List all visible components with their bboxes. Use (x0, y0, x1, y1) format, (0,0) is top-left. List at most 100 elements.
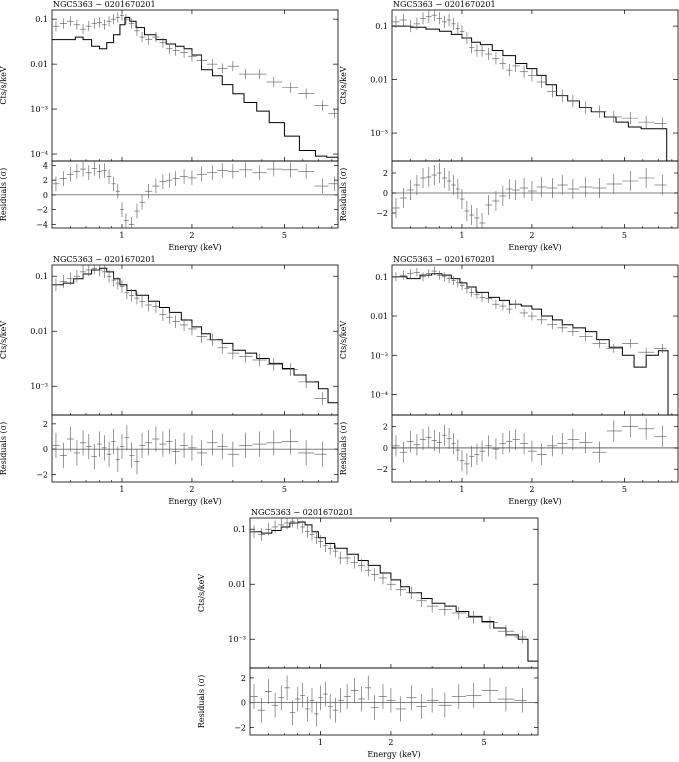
data-point (464, 31, 470, 45)
data-point (179, 47, 189, 58)
data-point (134, 291, 140, 305)
residual-point (298, 163, 315, 179)
residual-point (252, 165, 267, 181)
x-tick-label: 1 (119, 485, 124, 494)
data-point (638, 116, 655, 129)
data-point (196, 330, 207, 343)
data-point (436, 270, 442, 280)
residual-point (332, 697, 339, 723)
y-tick-label: 10⁻³ (30, 382, 48, 391)
data-point (59, 18, 67, 29)
residual-point (101, 163, 107, 178)
model-line (52, 16, 339, 161)
data-point (451, 17, 456, 30)
residual-point (546, 178, 558, 198)
residual-axis-label: Residuals (σ) (339, 168, 348, 221)
residual-point (119, 202, 124, 217)
residual-point (106, 169, 112, 184)
residual-point (134, 203, 140, 219)
y-tick-label: 0.01 (30, 327, 48, 336)
data-point (654, 343, 667, 353)
residual-point (284, 675, 290, 701)
residual-point (528, 181, 537, 201)
residual-tick-label: 0 (43, 445, 48, 454)
residual-point (436, 432, 442, 454)
data-point (266, 358, 283, 371)
residual-point (96, 163, 102, 179)
residual-tick-label: 2 (383, 423, 388, 432)
data-point (145, 298, 153, 312)
residual-point (52, 176, 60, 192)
data-point (343, 551, 351, 565)
data-point (425, 269, 432, 279)
residual-point (101, 435, 107, 461)
data-point (392, 15, 400, 28)
data-point (172, 315, 180, 328)
data-point (271, 520, 279, 534)
residual-tick-label: 4 (43, 161, 48, 170)
data-point (52, 278, 60, 292)
y-tick-label: 10⁻³ (228, 635, 246, 644)
data-point (492, 52, 500, 65)
residual-point (119, 433, 125, 460)
residual-point (395, 696, 407, 722)
data-point (139, 295, 146, 308)
residual-point (128, 216, 135, 228)
x-tick-label: 2 (388, 738, 393, 747)
data-point (506, 64, 513, 77)
data-point (115, 276, 120, 290)
residual-point (152, 178, 160, 194)
x-tick-label: 1 (119, 231, 124, 240)
data-point (322, 539, 328, 553)
data-point (217, 63, 228, 74)
residual-point (557, 175, 568, 195)
data-point (314, 392, 327, 405)
data-point (451, 606, 467, 620)
residual-point (266, 430, 283, 456)
residual-point (179, 169, 189, 184)
panel-title: NGC5363 − 0201670201 (393, 255, 496, 264)
residual-frame (391, 160, 679, 229)
data-point (479, 44, 486, 57)
residual-point (459, 450, 465, 472)
residual-point (451, 175, 456, 195)
data-point (579, 101, 593, 114)
spectrum-panel-3: NGC5363 − 0201670201 1 2 5 Energy (keV) 0.1 0.… (0, 255, 339, 506)
data-point (85, 265, 92, 277)
residual-tick-label: −2 (234, 724, 246, 733)
data-point (557, 323, 568, 333)
data-point (119, 280, 125, 293)
residual-point (318, 685, 323, 711)
data-point (441, 272, 447, 282)
model-line (250, 521, 538, 662)
residual-point (392, 435, 400, 457)
residual-point (159, 174, 167, 189)
data-point (152, 300, 160, 313)
data-point (514, 630, 527, 644)
spectrum-frame (51, 264, 339, 416)
data-point (425, 10, 432, 23)
residual-point (343, 684, 351, 709)
residual-point (314, 178, 329, 194)
residual-point (469, 445, 475, 468)
y-tick-label: 10⁻⁴ (370, 390, 388, 399)
residual-point (474, 208, 480, 228)
residual-tick-label: 0 (383, 189, 388, 198)
data-point (111, 273, 116, 287)
data-point (106, 16, 112, 27)
data-point (536, 75, 547, 89)
data-point (278, 518, 285, 532)
residual-tick-label: −2 (376, 465, 388, 474)
residual-point (567, 428, 580, 451)
data-point (431, 10, 437, 22)
residual-point (145, 183, 153, 199)
residual-point (528, 440, 537, 462)
residual-point (638, 168, 655, 188)
data-point (579, 332, 593, 342)
residual-point (654, 175, 667, 195)
residual-point (592, 441, 607, 463)
data-point (172, 45, 180, 56)
data-point (282, 82, 299, 93)
residual-point (425, 426, 432, 448)
